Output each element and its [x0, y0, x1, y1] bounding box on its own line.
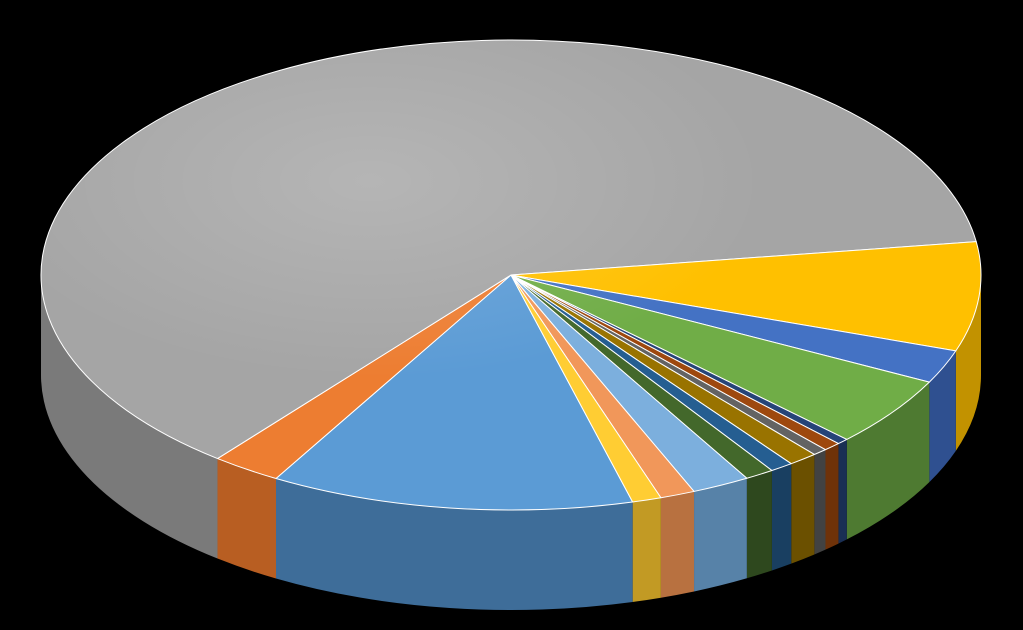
pie-top-face	[41, 40, 981, 510]
pie-chart-3d	[0, 0, 1023, 630]
pie-chart-svg	[0, 0, 1023, 630]
